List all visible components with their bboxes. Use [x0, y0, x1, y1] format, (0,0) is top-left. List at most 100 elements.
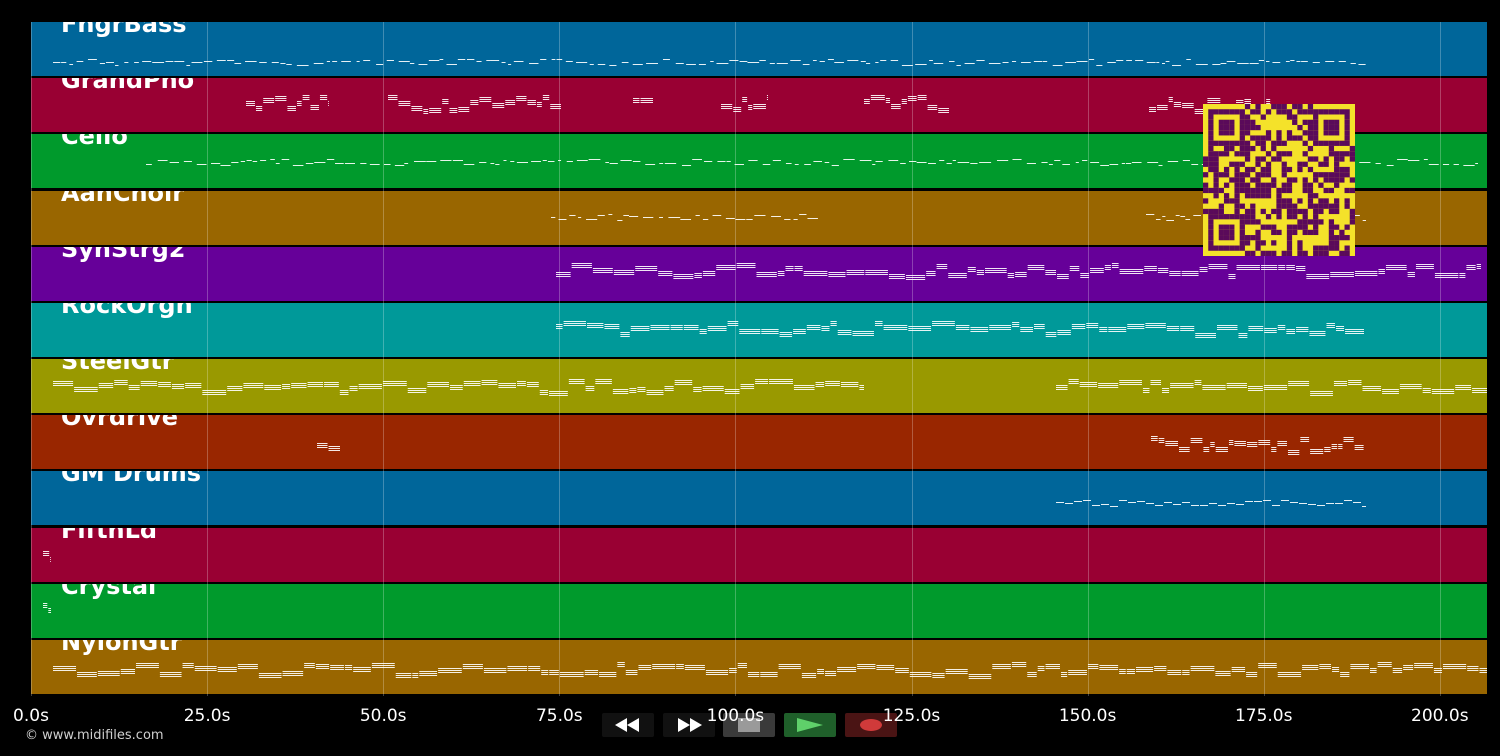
note [857, 667, 876, 669]
note [287, 108, 296, 110]
note [1069, 267, 1080, 269]
note [812, 60, 817, 61]
track-lane[interactable]: GM Drums [31, 471, 1487, 526]
note [549, 391, 568, 393]
note [98, 383, 114, 385]
note [702, 386, 724, 388]
note [761, 328, 779, 330]
fast-forward-button[interactable] [659, 710, 719, 740]
note [458, 107, 470, 109]
x-tick-label: 200.0s [1411, 706, 1469, 726]
note [825, 385, 840, 387]
note [621, 62, 629, 63]
note [852, 330, 874, 332]
note [1071, 323, 1086, 325]
note [1324, 451, 1331, 453]
note [1199, 270, 1208, 272]
note [846, 269, 865, 271]
note [659, 216, 664, 218]
note [517, 385, 526, 387]
note [243, 383, 264, 385]
note [1354, 272, 1378, 274]
note [1037, 665, 1045, 667]
note [304, 662, 315, 664]
note [1238, 336, 1248, 338]
note [793, 332, 806, 334]
note [1258, 60, 1265, 61]
note [1466, 266, 1476, 268]
note [1236, 504, 1244, 506]
note [542, 97, 550, 99]
record-button[interactable] [841, 710, 901, 740]
note [1472, 390, 1487, 392]
track-lane[interactable]: NylonGtr [31, 639, 1487, 694]
x-tick-label: 125.0s [882, 706, 941, 726]
note [1238, 334, 1248, 336]
note [1119, 500, 1127, 502]
note [1056, 389, 1068, 391]
note [1145, 322, 1166, 324]
note [246, 105, 255, 107]
track-lane[interactable]: RockOrgn [31, 302, 1487, 357]
note [917, 99, 927, 101]
note [275, 98, 287, 100]
note [803, 270, 828, 272]
note [1068, 673, 1087, 675]
note [1207, 100, 1221, 102]
note [353, 670, 371, 672]
track-lane[interactable]: FifthLd [31, 527, 1487, 582]
note [304, 664, 315, 666]
track-lane[interactable]: FngrBass [31, 22, 1487, 76]
note [793, 328, 806, 330]
track-lane[interactable]: Ovrdrive [31, 415, 1487, 470]
stop-button[interactable] [720, 710, 780, 740]
note [310, 109, 319, 111]
note [1007, 272, 1015, 274]
note [729, 60, 739, 61]
note [1157, 269, 1169, 271]
track-lane[interactable]: SteelGtr [31, 359, 1487, 414]
note [742, 101, 748, 103]
note [159, 673, 182, 675]
note [344, 666, 353, 668]
note [1290, 60, 1295, 61]
note [1343, 439, 1354, 441]
note [528, 665, 541, 667]
play-button[interactable] [780, 710, 840, 740]
note [1338, 446, 1343, 448]
note [652, 663, 676, 665]
note [646, 392, 664, 394]
qr-code[interactable] [1203, 104, 1355, 256]
note [794, 265, 803, 267]
note [1162, 392, 1170, 394]
note [1266, 99, 1271, 101]
note [388, 99, 398, 101]
note [479, 101, 492, 103]
note [1145, 326, 1166, 328]
note [349, 386, 358, 388]
note [220, 165, 231, 167]
note [563, 322, 586, 324]
note [1218, 505, 1226, 507]
note [1354, 447, 1364, 449]
note [673, 277, 694, 279]
note [907, 96, 917, 98]
note [315, 663, 330, 665]
note [831, 165, 839, 167]
note [755, 383, 769, 385]
note [427, 382, 449, 384]
track-name: FifthLd [61, 527, 158, 544]
note [1142, 388, 1150, 390]
note [1362, 386, 1382, 388]
track-lane[interactable]: Crystal [31, 583, 1487, 638]
note [729, 667, 737, 669]
note [296, 65, 309, 66]
note [1335, 503, 1343, 505]
rewind-button[interactable] [598, 710, 658, 740]
note [1173, 106, 1182, 108]
note [970, 328, 989, 330]
note [1135, 670, 1154, 672]
note [1100, 165, 1109, 167]
note [48, 607, 51, 609]
note [194, 667, 217, 669]
